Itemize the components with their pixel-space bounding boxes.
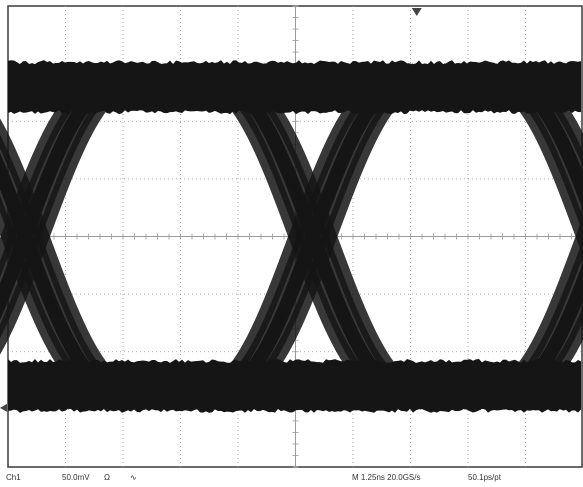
impedance-symbol: Ω [104,473,110,482]
sampling-readout: 50.1ps/pt [468,473,501,482]
timebase-readout: M 1.25ns 20.0GS/s [352,473,420,482]
coupling-symbol: ∿ [130,473,137,482]
vertical-scale: 50.0mV [62,473,90,482]
channel-label: Ch1 [6,473,21,482]
status-bar: Ch1 50.0mV Ω ∿ M 1.25ns 20.0GS/s 50.1ps/… [0,470,583,487]
ground-level-icon [0,404,7,412]
